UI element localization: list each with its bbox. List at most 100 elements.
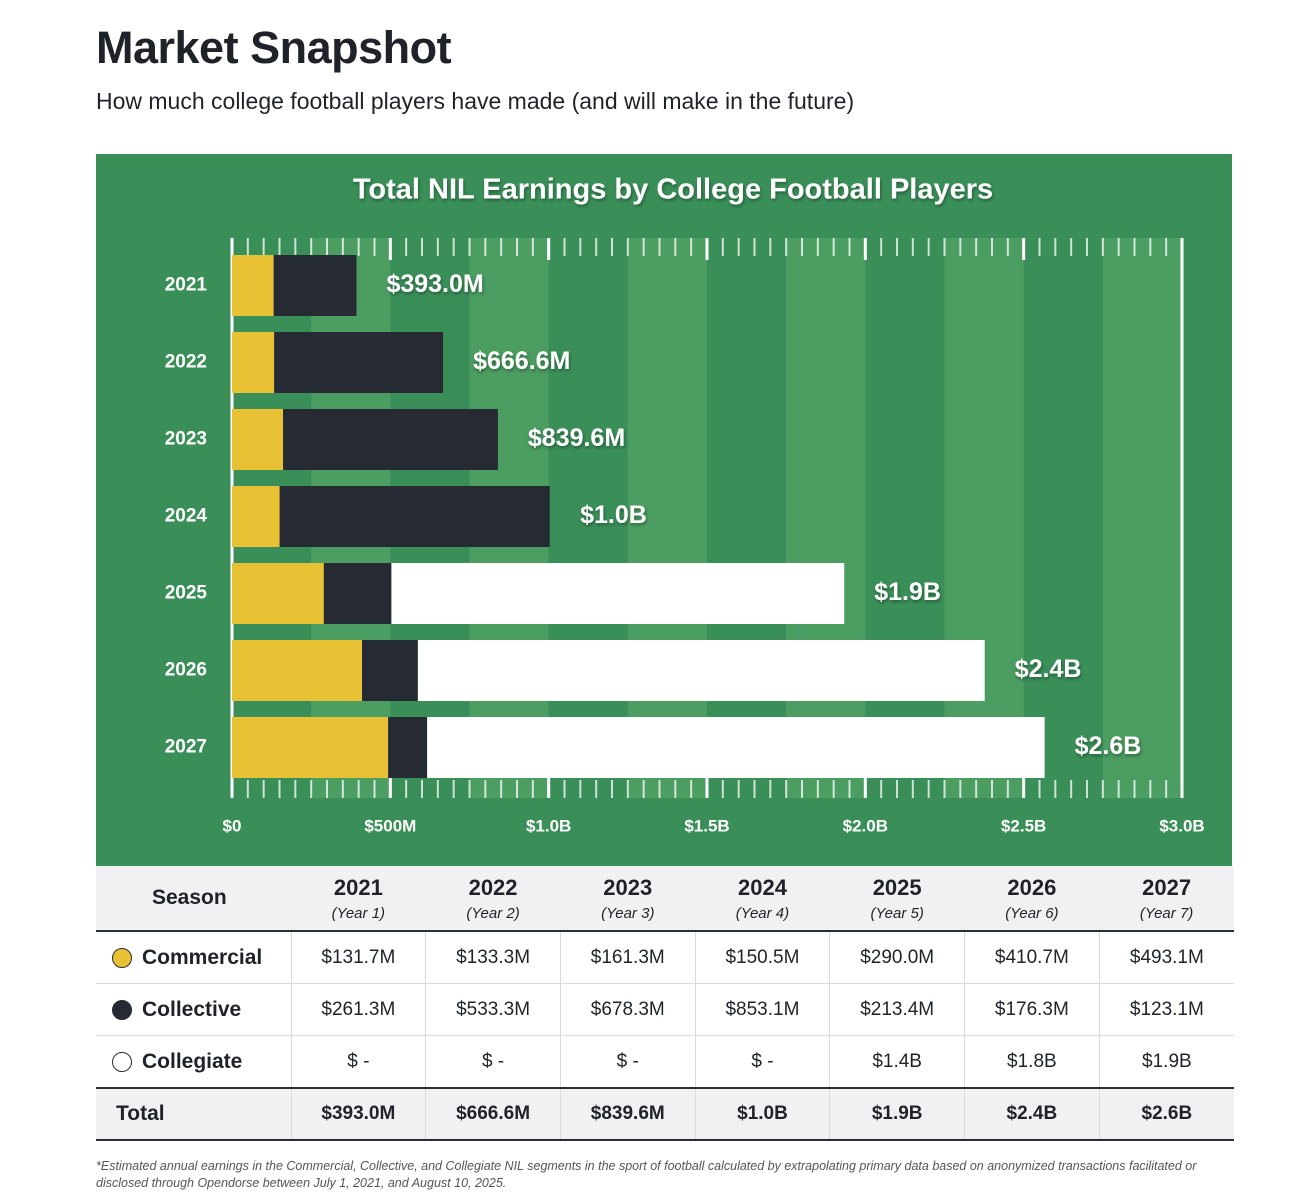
value-cell: $533.3M [425,983,561,1036]
season-subheader: (Year 2) [466,904,520,922]
legend-name: Commercial [142,945,263,969]
season-subheader: (Year 4) [735,904,790,922]
value-cell: $1.9B [1098,1035,1234,1089]
y-tick-label: 2021 [165,275,208,296]
season-subheader: (Year 5) [870,904,924,922]
legend-dot [112,947,132,968]
x-tick-label: $3.0B [1159,816,1204,835]
x-tick-label: $2.5B [1001,816,1046,835]
bar-segment [279,486,550,547]
x-tick-label: $1.0B [526,816,571,835]
value-cell: $131.7M [290,931,426,984]
header-cell: 2027 (Year 7) [1099,866,1234,932]
header-cell: 2026 (Year 6) [964,866,1100,932]
total-label: $839.6M [528,424,625,452]
legend-dot [112,1051,132,1072]
bar-segment [273,255,357,316]
row-label: Collegiate [96,1035,291,1089]
total-label: $1.0B [580,501,647,529]
y-tick-label: 2026 [165,660,207,681]
legend-name: Collective [142,997,242,1021]
value-cell: $261.3M [290,983,426,1036]
season-year: 2027 [1142,874,1192,900]
value-cell: $290.0M [829,931,965,984]
value-cell: $213.4M [829,983,965,1036]
bar-segment [283,409,498,470]
value-cell: $ - [290,1035,426,1089]
series-row: Collegiate $ - $ - $ - $ - $1.4B $1.8B $1.9B [96,1035,1234,1089]
total-cell: $1.0B [694,1087,830,1141]
bar-segment [417,640,985,701]
series-row: Commercial $131.7M $133.3M $161.3M $150.5M $2… [96,931,1234,984]
chart-title: Total NIL Earnings by College Football P… [353,174,993,206]
x-tick-label: $2.0B [843,816,888,835]
value-cell: $410.7M [964,931,1100,984]
season-subheader: (Year 6) [1005,904,1059,922]
data-table: Season 2021 (Year 1) 2022 (Year 2) 2023 (Year … [96,866,1234,1141]
field-stripe [786,238,866,798]
page-title: Market Snapshot [96,22,452,73]
bar-segment [232,640,363,701]
legend-name: Collegiate [142,1049,243,1073]
y-tick-label: 2022 [165,352,207,373]
header-cell: Season [96,866,291,932]
total-label: $393.0M [386,270,483,298]
total-cell: $393.0M [290,1087,426,1141]
series-row: Collective $261.3M $533.3M $678.3M $853.1M $2… [96,983,1234,1036]
header-cell: 2025 (Year 5) [829,866,965,932]
value-cell: $150.5M [694,931,830,984]
value-cell: $133.3M [425,931,561,984]
value-cell: $ - [694,1035,830,1089]
season-subheader: (Year 3) [601,904,655,922]
header-row: Season 2021 (Year 1) 2022 (Year 2) 2023 (Year … [96,866,1234,932]
total-cell: $2.4B [964,1087,1100,1141]
season-year: 2023 [603,874,653,900]
value-cell: $1.8B [964,1035,1100,1089]
value-cell: $853.1M [694,983,830,1036]
total-cell: $1.9B [829,1087,965,1141]
season-year: 2026 [1007,874,1057,900]
value-cell: $176.3M [964,983,1100,1036]
season-year: 2021 [333,874,383,900]
value-cell: $1.4B [829,1035,965,1089]
value-cell: $ - [425,1035,561,1089]
total-label: $2.6B [1075,732,1142,760]
header-cell: 2023 (Year 3) [560,866,696,932]
total-row: Total $393.0M $666.6M $839.6M $1.0B $1.9B $2.4… [96,1087,1234,1141]
value-cell: $678.3M [559,983,696,1036]
y-tick-label: 2025 [165,583,208,604]
season-year: 2022 [468,874,518,900]
bar-segment [323,563,392,624]
total-label: $2.4B [1015,655,1082,683]
bar-segment [391,563,845,624]
header-label: Season [152,886,227,909]
season-year: 2024 [737,874,787,900]
x-tick-label: $500M [364,816,416,835]
field-stripe [1102,238,1182,798]
bar-segment [232,717,389,778]
total-label: $1.9B [874,578,941,606]
footnote: *Estimated annual earnings in the Commer… [96,1159,1197,1190]
bar-segment [427,717,1045,778]
bar-segment [362,640,418,701]
season-subheader: (Year 1) [331,904,386,922]
x-tick-label: $1.5B [684,816,729,835]
total-cell: $839.6M [559,1087,696,1141]
season-subheader: (Year 7) [1139,904,1194,922]
x-tick-label: $0 [223,816,242,835]
value-cell: $123.1M [1098,983,1234,1036]
bar-segment [274,332,444,393]
field-stripe [627,238,707,798]
total-cell: $666.6M [425,1087,561,1141]
value-cell: $ - [559,1035,696,1089]
bar-segment [232,409,284,470]
page-subtitle: How much college football players have m… [96,88,855,114]
bar-segment [388,717,428,778]
season-year: 2025 [872,874,922,900]
total-label: $666.6M [473,347,570,375]
y-tick-label: 2023 [165,429,207,450]
row-label: Total [96,1087,291,1141]
legend-dot [112,999,132,1020]
bar-segment [232,563,324,624]
